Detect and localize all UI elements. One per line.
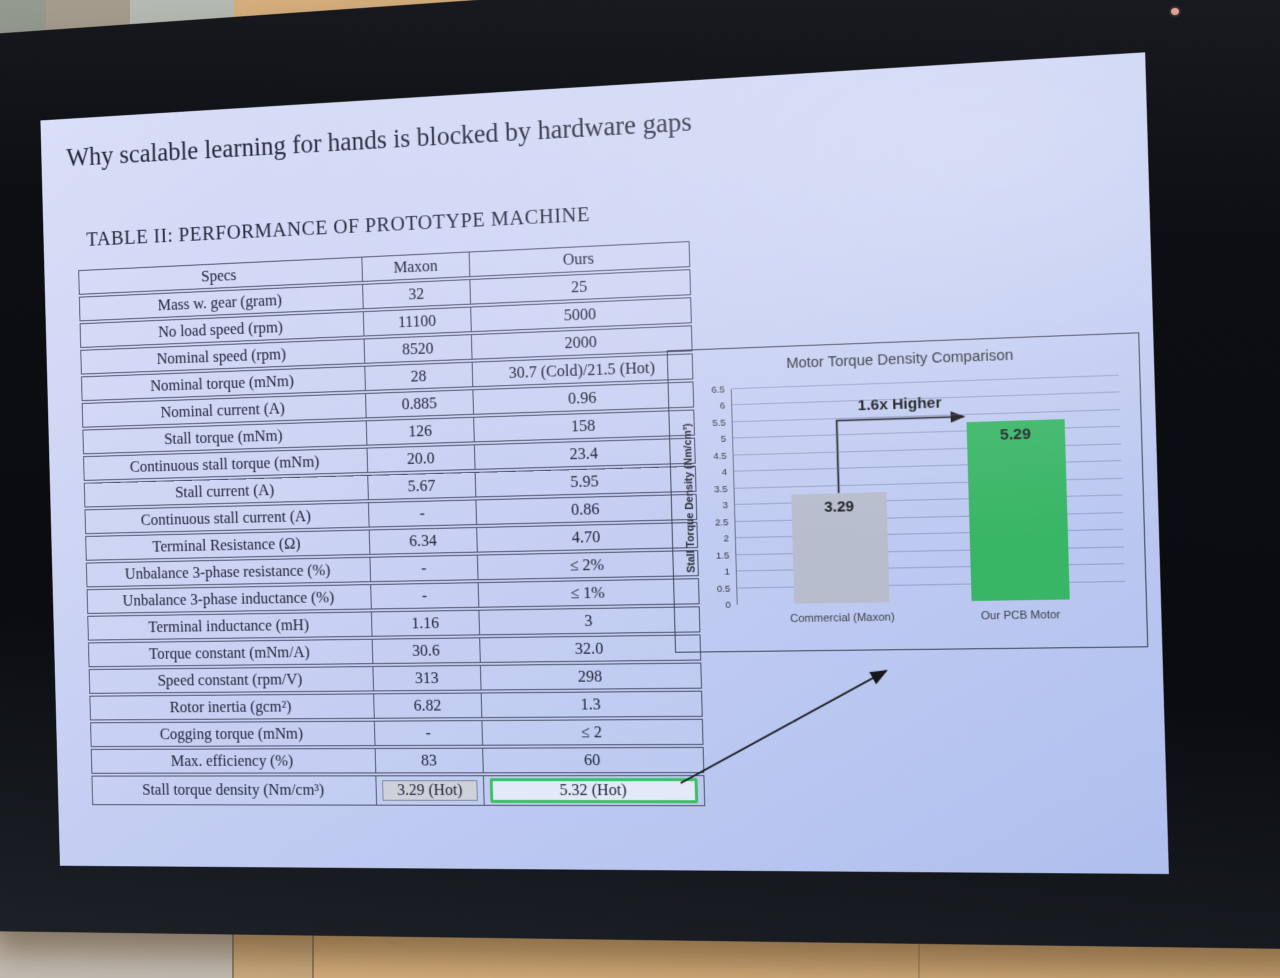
table-cell: 1.16 — [371, 609, 481, 637]
table-cell: 158 — [474, 409, 695, 443]
gridline — [731, 374, 1119, 390]
table-cell: 1.3 — [481, 690, 703, 719]
y-tick-label: 6 — [719, 400, 726, 413]
table-cell: 0.86 — [476, 493, 698, 526]
table-cell: Rotor inertia (gcm²) — [89, 693, 375, 721]
header-cell: Maxon — [362, 251, 471, 282]
table-cell: - — [374, 720, 484, 747]
table-cell: 298 — [480, 662, 702, 691]
table-cell: ≤ 2 — [482, 718, 704, 746]
y-tick-label: 5.5 — [712, 417, 726, 429]
table-cell: Cogging torque (mNm) — [90, 720, 376, 748]
table-cell: 5.32 (Hot) — [483, 775, 706, 807]
table-caption: TABLE II: PERFORMANCE OF PROTOTYPE MACHI… — [86, 201, 591, 251]
table-cell: 20.0 — [367, 444, 476, 473]
y-tick-label: 6.5 — [711, 384, 725, 396]
table-cell: Unbalance 3-phase inductance (%) — [86, 584, 372, 614]
y-tick-label: 5 — [720, 434, 727, 446]
x-category-label: Commercial (Maxon) — [790, 611, 895, 626]
chart-bar-pcb-motor — [966, 418, 1070, 602]
table-cell: 4.70 — [477, 521, 699, 553]
bar-value-label: 3.29 — [823, 497, 855, 516]
table-row: Rotor inertia (gcm²) 6.82 1.3 — [89, 690, 703, 721]
table-cell: 3.29 (Hot) — [376, 775, 485, 806]
table-cell: 3 — [479, 606, 701, 636]
y-tick-label: 2.5 — [715, 516, 729, 529]
table-cell: 6.82 — [374, 692, 483, 719]
table-cell: Unbalance 3-phase resistance (%) — [85, 556, 372, 588]
table-cell: 30.6 — [372, 637, 481, 665]
table-cell: Terminal inductance (mH) — [87, 611, 373, 641]
torque-density-chart: Motor Torque Density Comparison Stall To… — [667, 332, 1149, 652]
table-cell: 83 — [375, 747, 484, 774]
y-tick-label: 3 — [722, 500, 729, 512]
spec-table: Specs Maxon Ours Mass w. gear (gram) 32 25 No … — [78, 239, 706, 808]
spec-table-body: Specs Maxon Ours Mass w. gear (gram) 32 25 No … — [78, 241, 706, 807]
table-cell: 5.67 — [368, 471, 477, 501]
table-cell: 28 — [365, 361, 474, 392]
table-cell: ≤ 2% — [477, 550, 699, 581]
led-dot — [1171, 8, 1179, 15]
table-cell: Max. efficiency (%) — [90, 748, 377, 774]
table-cell: 6.34 — [369, 527, 478, 555]
y-tick-label: 1 — [724, 566, 730, 578]
chart-y-axis-label: Stall Torque Density (Nm/cm³) — [681, 423, 698, 573]
table-cell: 8520 — [364, 334, 473, 364]
chart-title: Motor Torque Density Comparison — [785, 347, 1014, 373]
table-cell: - — [368, 499, 478, 528]
table-cell: 23.4 — [474, 437, 696, 470]
wall-seam — [918, 938, 920, 978]
table-cell: 32 — [363, 279, 472, 310]
y-tick-label: 4.5 — [713, 450, 727, 463]
table-cell: 126 — [366, 416, 475, 446]
y-tick-label: 4 — [721, 467, 728, 479]
table-cell: 5.95 — [475, 465, 697, 498]
y-tick-label: 2 — [723, 533, 730, 545]
tv-screen: Why scalable learning for hands is block… — [40, 52, 1168, 874]
table-cell: Continuous stall current (A) — [84, 502, 370, 535]
slide-title: Why scalable learning for hands is block… — [65, 106, 693, 172]
y-tick-label: 1.5 — [715, 550, 730, 562]
table-cell: Stall torque density (Nm/cm³) — [91, 775, 378, 806]
table-cell: Torque constant (mNm/A) — [88, 638, 374, 668]
maxon-highlight-box: 3.29 (Hot) — [382, 780, 478, 801]
table-cell: Speed constant (rpm/V) — [88, 666, 375, 694]
table-cell: - — [370, 554, 479, 583]
y-tick-label: 3.5 — [714, 483, 728, 496]
chart-annotation: 1.6x Higher — [857, 393, 942, 414]
y-tick-label: 0 — [725, 599, 731, 611]
wall-seam — [232, 918, 234, 978]
y-tick-label: 0.5 — [716, 583, 731, 595]
wall-seam — [312, 922, 314, 978]
table-row: Max. efficiency (%) 83 60 — [90, 746, 705, 774]
ours-highlight-box: 5.32 (Hot) — [489, 778, 699, 804]
table-cell: ≤ 1% — [478, 578, 700, 608]
table-cell: 32.0 — [480, 634, 702, 663]
table-cell: 313 — [373, 664, 482, 692]
table-row: Stall torque density (Nm/cm³) 3.29 (Hot) 5… — [91, 775, 706, 807]
table-cell: 60 — [483, 746, 705, 774]
tv: Why scalable learning for hands is block… — [0, 0, 1280, 951]
table-row: Cogging torque (mNm) - ≤ 2 — [90, 718, 704, 748]
table-cell: 0.885 — [365, 389, 475, 419]
table-cell: Terminal Resistance (Ω) — [85, 529, 371, 561]
chart-plot-area: 1.6x Higher 0 0.5 1 1.5 2 2.5 3 3.5 4 4.5 5 5.5 6 6.5… — [731, 376, 1126, 605]
table-cell: 11100 — [363, 306, 472, 337]
x-category-label: Our PCB Motor — [980, 608, 1061, 623]
table-row: Speed constant (rpm/V) 313 298 — [88, 662, 702, 694]
bar-value-label: 5.29 — [999, 425, 1032, 444]
table-cell: - — [371, 582, 480, 610]
